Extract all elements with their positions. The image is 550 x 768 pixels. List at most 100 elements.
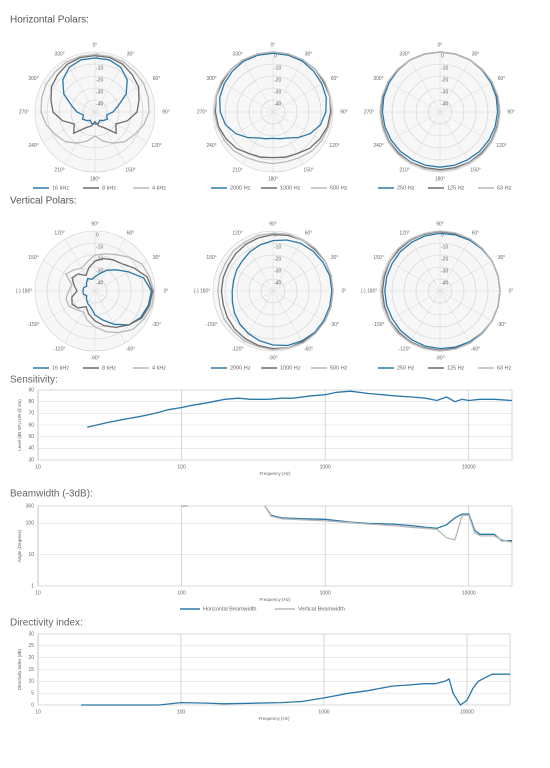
angle-label: 300° bbox=[28, 76, 38, 82]
ring bbox=[224, 242, 322, 340]
angle-label: 120° bbox=[399, 230, 409, 236]
r-tick-label: 0 bbox=[441, 232, 444, 238]
y-tick-label: 30 bbox=[28, 457, 34, 463]
angle-label: -150° bbox=[206, 322, 218, 328]
spoke bbox=[409, 290, 441, 344]
legend-label: 125 Hz bbox=[447, 365, 465, 371]
polar-curve bbox=[71, 257, 154, 329]
angle-label: 90° bbox=[436, 221, 444, 227]
spoke bbox=[242, 290, 274, 344]
r-tick-label: -40 bbox=[441, 101, 448, 107]
y-tick-label: 70 bbox=[28, 411, 34, 417]
ring bbox=[248, 87, 298, 137]
spoke bbox=[272, 111, 326, 143]
angle-label: -90° bbox=[90, 355, 99, 361]
x-tick-label: 10000 bbox=[460, 709, 474, 715]
legend-label: 4 kHz bbox=[152, 185, 166, 191]
x-tick-label: 10 bbox=[35, 464, 41, 470]
angle-label: (-) 180° bbox=[361, 288, 378, 294]
x-tick-label: 1000 bbox=[320, 464, 331, 470]
angle-label: 60° bbox=[127, 230, 135, 236]
spoke bbox=[439, 111, 471, 165]
r-tick-label: 0 bbox=[274, 53, 277, 59]
spoke bbox=[439, 81, 493, 113]
legend-label: 1000 Hz bbox=[280, 365, 301, 371]
spoke bbox=[242, 238, 274, 292]
legend-label: 8 kHz bbox=[102, 365, 116, 371]
spoke bbox=[272, 260, 326, 292]
angle-label: -90° bbox=[268, 355, 277, 361]
angle-label: 120° bbox=[54, 230, 64, 236]
ring bbox=[34, 51, 156, 173]
angle-label: 300° bbox=[373, 76, 383, 82]
angle-label: (-) 180° bbox=[16, 288, 33, 294]
ring bbox=[46, 63, 144, 161]
y-tick-label: 10 bbox=[28, 552, 34, 558]
r-tick-label: -30 bbox=[96, 268, 103, 274]
r-tick-label: -20 bbox=[274, 77, 281, 83]
spoke bbox=[272, 290, 326, 322]
legend-label: 500 Hz bbox=[330, 185, 348, 191]
data-line bbox=[81, 673, 510, 706]
angle-label: 210° bbox=[399, 167, 409, 173]
y-axis-label: Angle (Degrees) bbox=[17, 529, 22, 562]
legend-label: 16 kHz bbox=[52, 365, 69, 371]
section-heading: Vertical Polars: bbox=[10, 196, 77, 207]
angle-label: 180° bbox=[90, 176, 100, 182]
angle-label: 120° bbox=[151, 143, 161, 149]
angle-label: (-) 180° bbox=[194, 288, 211, 294]
x-tick-label: 10 bbox=[35, 709, 41, 715]
angle-label: 90° bbox=[507, 109, 515, 115]
r-tick-label: -20 bbox=[274, 256, 281, 262]
x-axis-label: Frequency (Hz) bbox=[259, 471, 291, 476]
angle-label: 60° bbox=[331, 76, 339, 82]
x-tick-label: 10 bbox=[35, 590, 41, 596]
angle-label: 270° bbox=[19, 109, 29, 115]
spoke bbox=[439, 59, 471, 113]
ring bbox=[427, 278, 453, 304]
y-tick-label: 30 bbox=[28, 631, 34, 637]
r-tick-label: -40 bbox=[274, 280, 281, 286]
legend-label: Vertical Beamwidth bbox=[298, 606, 345, 612]
legend-label: 250 Hz bbox=[397, 365, 415, 371]
spoke bbox=[409, 111, 441, 165]
angle-label: 60° bbox=[472, 230, 480, 236]
angle-label: -120° bbox=[231, 346, 243, 352]
r-tick-label: -10 bbox=[441, 65, 448, 71]
y-tick-label: 80 bbox=[28, 399, 34, 405]
legend-label: 63 Hz bbox=[497, 185, 512, 191]
x-tick-label: 100 bbox=[177, 590, 186, 596]
angle-label: 0° bbox=[509, 288, 514, 294]
ring bbox=[415, 87, 465, 137]
ring bbox=[58, 75, 132, 149]
ring bbox=[403, 254, 477, 328]
ring bbox=[403, 75, 477, 149]
polar-curve bbox=[231, 239, 333, 347]
spoke bbox=[220, 290, 274, 322]
r-tick-label: -30 bbox=[96, 89, 103, 95]
angle-label: 330° bbox=[399, 51, 409, 57]
spoke bbox=[387, 81, 441, 113]
x-tick-label: 1000 bbox=[318, 709, 329, 715]
angle-label: 150° bbox=[303, 167, 313, 173]
angle-label: 240° bbox=[373, 143, 383, 149]
angle-label: 60° bbox=[153, 76, 161, 82]
spoke bbox=[272, 81, 326, 113]
polar-curve bbox=[82, 269, 153, 326]
angle-label: 240° bbox=[206, 143, 216, 149]
r-tick-label: 0 bbox=[441, 53, 444, 59]
data-line bbox=[181, 505, 513, 543]
spoke bbox=[439, 238, 471, 292]
y-tick-label: 15 bbox=[28, 667, 34, 673]
x-axis-label: Frequency (Hz) bbox=[259, 597, 291, 602]
x-tick-label: 10000 bbox=[462, 590, 476, 596]
spoke bbox=[387, 290, 441, 322]
angle-label: 120° bbox=[329, 143, 339, 149]
angle-label: 210° bbox=[54, 167, 64, 173]
ring bbox=[236, 254, 310, 328]
angle-label: 0° bbox=[271, 42, 276, 48]
legend-label: Horizontal Beamwidth bbox=[203, 606, 257, 612]
polar-curve bbox=[217, 232, 334, 351]
polar-curve bbox=[40, 53, 150, 144]
ring bbox=[391, 242, 489, 340]
